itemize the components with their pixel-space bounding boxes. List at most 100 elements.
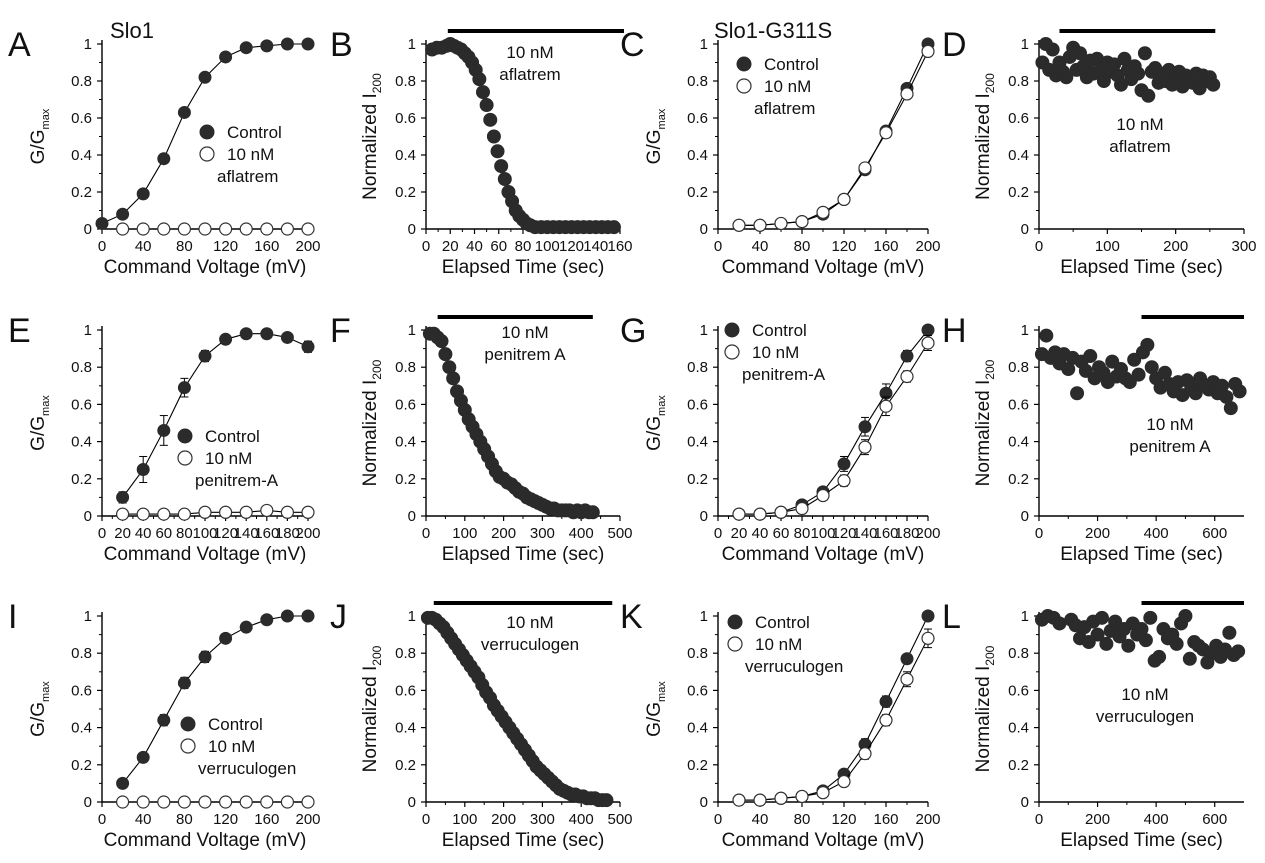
- data-point: [816, 488, 830, 503]
- panel-label: F: [330, 312, 351, 350]
- data-point: [1094, 610, 1109, 625]
- x-tick-label: 300: [530, 525, 555, 542]
- y-tick-label: 0: [408, 221, 416, 238]
- y-tick-label: 0.6: [395, 396, 416, 413]
- annotation-text: penitrem A: [484, 345, 566, 364]
- panel-label: A: [8, 26, 31, 64]
- data-point: [116, 490, 130, 504]
- data-point: [732, 507, 746, 521]
- data-point: [177, 222, 191, 236]
- legend-label: verruculogen: [745, 657, 843, 676]
- y-tick-label: 1: [408, 608, 416, 625]
- y-axis-label-sub: 200: [983, 359, 997, 379]
- series-drug: [115, 795, 315, 809]
- y-axis-label: G/Gmax: [28, 108, 52, 164]
- x-tick-label: 400: [1144, 811, 1169, 828]
- y-tick-label: 1: [1021, 322, 1029, 339]
- data-point: [115, 795, 130, 809]
- data-point: [837, 774, 851, 789]
- y-tick-label: 0.8: [687, 645, 708, 662]
- data-point: [900, 652, 914, 666]
- y-tick-label: 0: [1021, 508, 1029, 525]
- legend-marker-control: [727, 614, 743, 630]
- data-point: [1231, 644, 1246, 659]
- legend: Control 10 nM penitrem-A: [177, 427, 279, 490]
- data-point: [1152, 649, 1167, 664]
- x-tick-label: 0: [1035, 811, 1043, 828]
- data-point: [219, 631, 233, 645]
- legend: Control 10 nM aflatrem: [199, 123, 282, 186]
- data-point: [1099, 636, 1114, 651]
- data-point: [260, 327, 274, 341]
- data-point: [239, 41, 253, 55]
- data-point: [1039, 328, 1054, 343]
- x-tick-label: 40: [752, 811, 769, 828]
- data-point: [438, 347, 453, 362]
- x-tick-label: 200: [295, 811, 320, 828]
- data-point: [490, 144, 505, 159]
- y-tick-label: 0.8: [1008, 359, 1029, 376]
- x-tick-label: 140: [234, 525, 259, 542]
- x-tick-label: 100: [810, 525, 835, 542]
- legend-marker-control: [199, 124, 215, 140]
- legend-marker-drug: [180, 738, 196, 754]
- x-tick-label: 160: [254, 811, 279, 828]
- x-tick-label: 100: [535, 238, 560, 255]
- data-point: [301, 222, 315, 236]
- annotation-text: 10 nM: [501, 323, 548, 342]
- data-point: [753, 507, 767, 521]
- data-point: [219, 505, 233, 519]
- data-point: [879, 399, 893, 413]
- y-tick-label: 0.6: [71, 110, 92, 127]
- data-point: [1073, 46, 1087, 61]
- legend-marker-control: [724, 322, 740, 338]
- x-tick-label: 200: [915, 811, 940, 828]
- y-tick-label: 0.6: [71, 682, 92, 699]
- y-tick-label: 1: [700, 608, 708, 625]
- data-point: [239, 505, 253, 519]
- data-point: [239, 222, 253, 236]
- data-point: [136, 507, 150, 521]
- y-tick-label: 0: [1021, 794, 1029, 811]
- data-point: [239, 620, 253, 634]
- y-axis-label: G/Gmax: [28, 681, 52, 737]
- annotation-text: 10 nM: [1146, 415, 1193, 434]
- data-point: [795, 789, 809, 804]
- legend-marker-control: [180, 716, 196, 732]
- legend-label: 10 nM: [752, 343, 799, 362]
- y-axis-label-main: G/G: [28, 416, 49, 451]
- legend-marker-drug: [199, 146, 215, 162]
- y-axis-label-main: G/G: [28, 702, 49, 737]
- x-tick-label: 40: [466, 238, 483, 255]
- series-line: [122, 333, 309, 498]
- panel-d: 0 0.2 0.4 0.6 0.8 1 0 100 200 300 Elapsed Time (se…: [942, 26, 1257, 278]
- y-axis-label: Normalized I200: [360, 359, 384, 486]
- data-point: [1059, 70, 1074, 85]
- y-tick-label: 1: [700, 36, 708, 53]
- data-point: [136, 463, 150, 476]
- y-tick-label: 0.6: [1008, 396, 1029, 413]
- data-point: [879, 695, 893, 709]
- data-point: [479, 98, 494, 113]
- data-point: [198, 70, 212, 84]
- data-point: [753, 793, 767, 807]
- x-tick-label: 180: [275, 525, 300, 542]
- data-point: [157, 423, 171, 437]
- legend-label: 10 nM: [208, 737, 255, 756]
- data-point: [260, 503, 274, 518]
- x-tick-label: 80: [176, 811, 193, 828]
- y-axis-label-main: G/G: [644, 416, 665, 451]
- y-tick-label: 0.2: [687, 184, 708, 201]
- x-tick-label: 500: [607, 525, 632, 542]
- y-tick-label: 0.4: [71, 147, 92, 164]
- x-tick-label: 120: [831, 811, 856, 828]
- y-tick-label: 0.6: [1008, 682, 1029, 699]
- x-axis-label: Elapsed Time (sec): [442, 830, 605, 851]
- x-tick-label: 20: [114, 525, 131, 542]
- x-axis-label: Elapsed Time (sec): [1060, 544, 1223, 565]
- x-tick-label: 120: [831, 525, 856, 542]
- x-axis-label: Command Voltage (mV): [104, 830, 307, 851]
- x-tick-label: 120: [213, 525, 238, 542]
